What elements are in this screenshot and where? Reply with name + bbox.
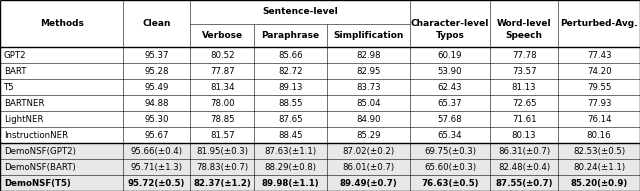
Text: GPT2: GPT2 [4,51,26,60]
Text: Sentence-level: Sentence-level [262,7,338,16]
Text: BART: BART [4,67,26,76]
Text: 85.20(±0.9): 85.20(±0.9) [570,179,628,188]
Text: 81.57: 81.57 [210,131,234,140]
Text: 79.55: 79.55 [587,83,611,92]
Text: 76.14: 76.14 [587,115,611,124]
Text: 77.87: 77.87 [210,67,234,76]
Text: 71.61: 71.61 [512,115,536,124]
Text: 82.95: 82.95 [356,67,381,76]
Text: 77.43: 77.43 [587,51,611,60]
Text: 85.04: 85.04 [356,99,381,108]
Text: 83.73: 83.73 [356,83,381,92]
Text: BARTNER: BARTNER [4,99,44,108]
Text: 86.31(±0.7): 86.31(±0.7) [498,147,550,156]
Text: Clean: Clean [143,19,171,28]
Text: 88.55: 88.55 [278,99,303,108]
Text: 95.72(±0.5): 95.72(±0.5) [128,179,186,188]
Text: 95.67: 95.67 [145,131,169,140]
Text: Typos: Typos [436,31,465,40]
Text: 82.53(±0.5): 82.53(±0.5) [573,147,625,156]
Text: 77.78: 77.78 [512,51,536,60]
Text: 87.65: 87.65 [278,115,303,124]
Text: 74.20: 74.20 [587,67,611,76]
Text: DemoNSF(BART): DemoNSF(BART) [4,163,76,172]
Text: 65.60(±0.3): 65.60(±0.3) [424,163,476,172]
Text: 62.43: 62.43 [438,83,463,92]
Text: 57.68: 57.68 [438,115,463,124]
Text: DemoNSF(T5): DemoNSF(T5) [4,179,70,188]
Text: 80.16: 80.16 [587,131,611,140]
Text: T5: T5 [4,83,15,92]
Text: 84.90: 84.90 [356,115,381,124]
Text: 89.13: 89.13 [278,83,303,92]
Text: 88.29(±0.8): 88.29(±0.8) [264,163,317,172]
Text: 78.00: 78.00 [210,99,234,108]
Text: 81.95(±0.3): 81.95(±0.3) [196,147,248,156]
Text: 95.71(±1.3): 95.71(±1.3) [131,163,182,172]
Text: Word-level: Word-level [497,19,552,28]
Text: Simplification: Simplification [333,31,404,40]
Text: 82.37(±1.2): 82.37(±1.2) [193,179,251,188]
Bar [0,143,640,191]
Text: 78.83(±0.7): 78.83(±0.7) [196,163,248,172]
Text: 82.48(±0.4): 82.48(±0.4) [498,163,550,172]
Text: 60.19: 60.19 [438,51,462,60]
Text: 87.55(±0.7): 87.55(±0.7) [495,179,553,188]
Text: 94.88: 94.88 [145,99,169,108]
Text: 65.37: 65.37 [438,99,463,108]
Text: Character-level: Character-level [411,19,489,28]
Text: 87.63(±1.1): 87.63(±1.1) [264,147,317,156]
Text: 95.66(±0.4): 95.66(±0.4) [131,147,182,156]
Text: 85.66: 85.66 [278,51,303,60]
Text: 82.98: 82.98 [356,51,381,60]
Text: 81.13: 81.13 [512,83,536,92]
Text: 95.37: 95.37 [145,51,169,60]
Text: 82.72: 82.72 [278,67,303,76]
Text: 87.02(±0.2): 87.02(±0.2) [342,147,394,156]
Text: Speech: Speech [506,31,543,40]
Text: 65.34: 65.34 [438,131,463,140]
Text: 72.65: 72.65 [512,99,536,108]
Text: 89.49(±0.7): 89.49(±0.7) [340,179,397,188]
Text: InstructionNER: InstructionNER [4,131,68,140]
Text: 95.30: 95.30 [145,115,169,124]
Text: 53.90: 53.90 [438,67,462,76]
Text: 76.63(±0.5): 76.63(±0.5) [421,179,479,188]
Text: 77.93: 77.93 [587,99,611,108]
Text: 69.75(±0.3): 69.75(±0.3) [424,147,476,156]
Text: 88.45: 88.45 [278,131,303,140]
Text: 78.85: 78.85 [210,115,234,124]
Text: 80.13: 80.13 [512,131,536,140]
Text: DemoNSF(GPT2): DemoNSF(GPT2) [4,147,76,156]
Text: 73.57: 73.57 [512,67,536,76]
Text: 81.34: 81.34 [210,83,234,92]
Text: 85.29: 85.29 [356,131,381,140]
Text: 89.98(±1.1): 89.98(±1.1) [262,179,319,188]
Text: 80.52: 80.52 [210,51,234,60]
Text: Paraphrase: Paraphrase [262,31,319,40]
Text: 95.49: 95.49 [145,83,169,92]
Text: 80.24(±1.1): 80.24(±1.1) [573,163,625,172]
Text: Verbose: Verbose [202,31,243,40]
Text: 86.01(±0.7): 86.01(±0.7) [342,163,394,172]
Text: Perturbed-Avg.: Perturbed-Avg. [561,19,638,28]
Text: Methods: Methods [40,19,84,28]
Text: 95.28: 95.28 [145,67,169,76]
Text: LightNER: LightNER [4,115,44,124]
